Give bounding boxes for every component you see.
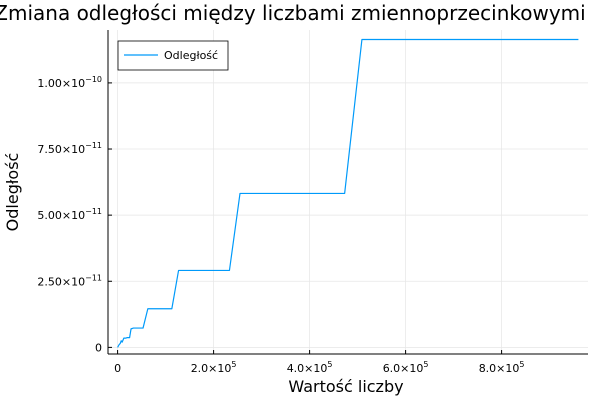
y-tick-label: 7.50×10−11 — [37, 141, 102, 156]
x-tick-label: 0 — [114, 362, 121, 375]
x-tick-label: 2.0×105 — [191, 360, 237, 375]
x-axis-label: Wartość liczby — [288, 377, 403, 396]
y-tick-label: 5.00×10−11 — [37, 207, 102, 222]
series-line — [117, 38, 579, 348]
y-axis-label: Odległość — [3, 153, 22, 232]
series-layer — [117, 38, 579, 348]
grid-lines — [108, 30, 588, 354]
x-tick-label: 4.0×105 — [287, 360, 333, 375]
plot-area: 0 2.0×105 4.0×105 6.0×105 8.0×105 0 2.50×10−11… — [37, 30, 588, 375]
x-tick-label: 6.0×105 — [383, 360, 429, 375]
x-tick-label: 8.0×105 — [479, 360, 525, 375]
y-tick-label: 1.00×10−10 — [37, 75, 102, 90]
legend: Odległość — [117, 40, 229, 71]
chart-title: Zmiana odległości między liczbami zmienn… — [0, 1, 586, 25]
y-tick-label: 2.50×10−11 — [37, 273, 102, 288]
y-tick-label: 0 — [95, 341, 102, 354]
axis-ticks: 0 2.0×105 4.0×105 6.0×105 8.0×105 0 2.50×10−11… — [37, 75, 524, 375]
legend-label: Odległość — [164, 49, 218, 62]
